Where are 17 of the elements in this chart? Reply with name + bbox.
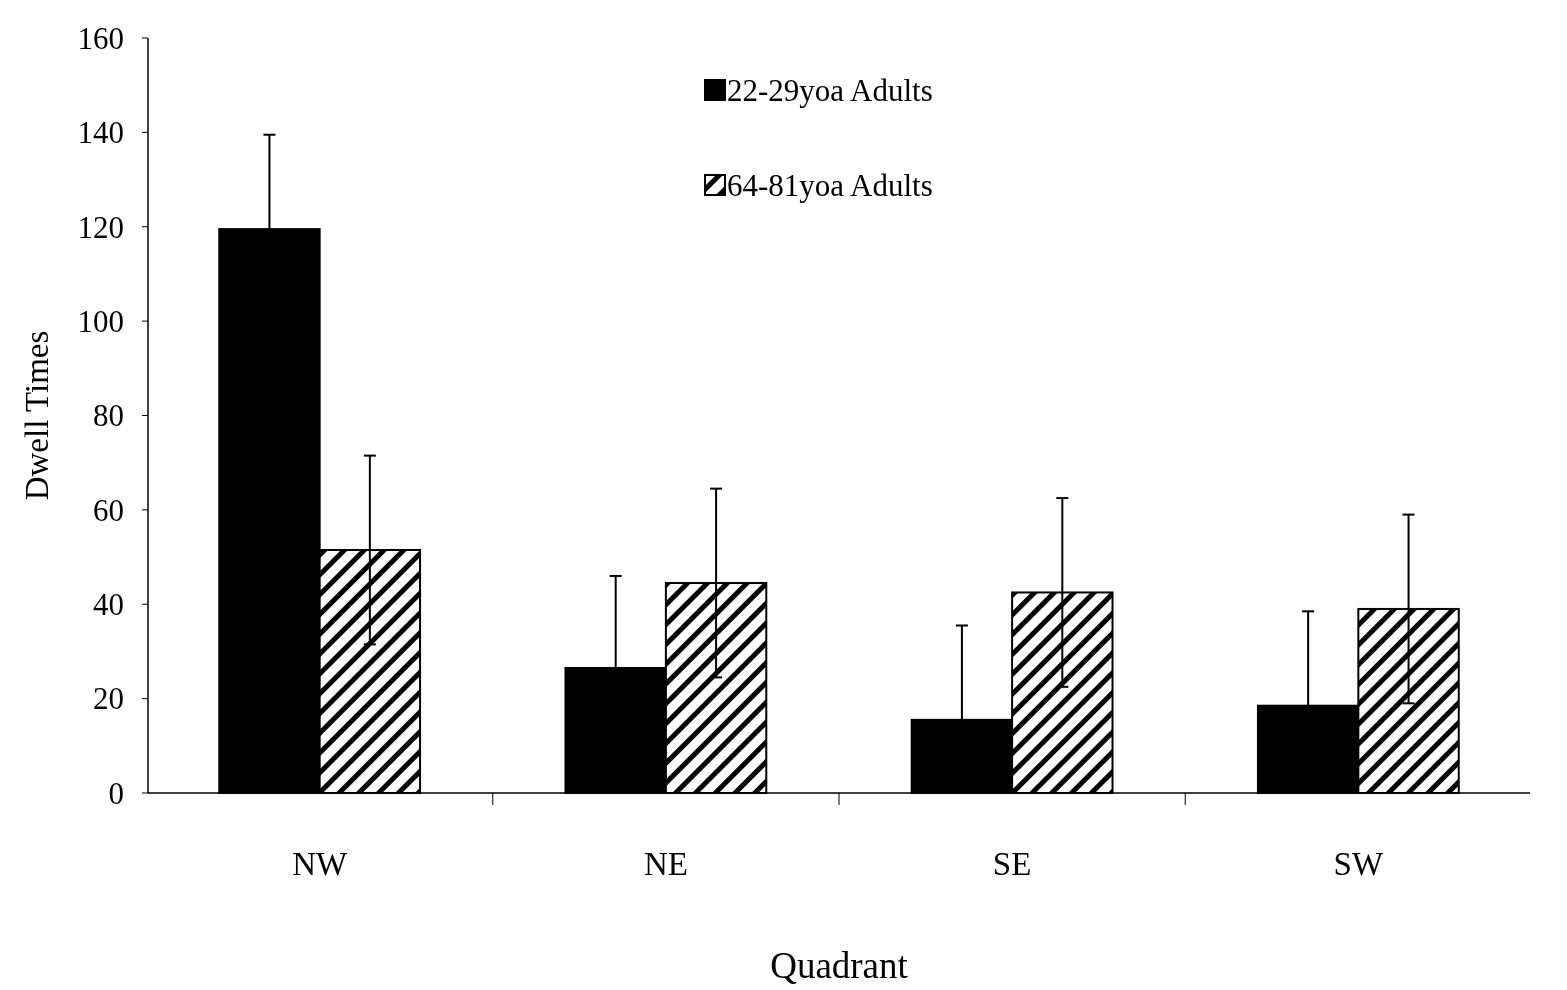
y-axis-title: Dwell Times xyxy=(19,330,55,501)
y-tick-label: 160 xyxy=(77,20,124,56)
y-tick-label: 60 xyxy=(93,492,124,528)
legend-label: 22-29yoa Adults xyxy=(727,72,933,108)
x-tick-label: NE xyxy=(643,846,688,882)
y-tick-label: 40 xyxy=(93,587,124,623)
y-tick-label: 140 xyxy=(77,115,124,151)
legend-label: 64-81yoa Adults xyxy=(727,167,933,203)
x-tick-label: SW xyxy=(1333,846,1384,882)
y-tick-label: 0 xyxy=(108,775,124,811)
y-tick-label: 100 xyxy=(77,303,124,339)
y-tick-label: 80 xyxy=(93,398,124,434)
x-tick-label: NW xyxy=(292,846,348,882)
x-axis-title: Quadrant xyxy=(770,945,909,986)
y-tick-label: 20 xyxy=(93,681,124,717)
x-tick-label: SE xyxy=(992,846,1032,882)
y-tick-label: 120 xyxy=(77,209,124,245)
